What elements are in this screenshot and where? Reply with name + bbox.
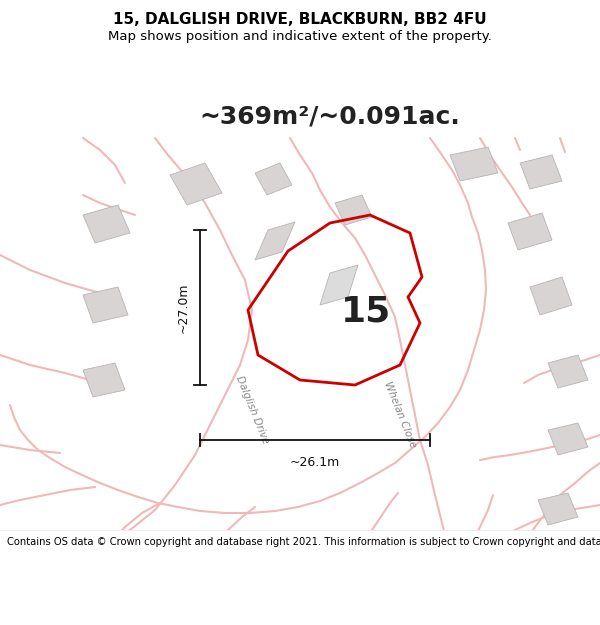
Polygon shape [548,423,588,455]
Polygon shape [83,363,125,397]
Polygon shape [450,147,498,181]
Polygon shape [530,277,572,315]
Polygon shape [328,537,368,568]
Text: Map shows position and indicative extent of the property.: Map shows position and indicative extent… [108,30,492,43]
Polygon shape [83,287,128,323]
Polygon shape [568,540,596,565]
Text: Contains OS data © Crown copyright and database right 2021. This information is : Contains OS data © Crown copyright and d… [7,537,600,547]
Text: Dalglish Drive: Dalglish Drive [234,374,270,446]
Polygon shape [255,222,295,260]
Polygon shape [520,155,562,189]
Polygon shape [170,163,222,205]
Polygon shape [335,195,372,225]
Polygon shape [83,205,130,243]
Polygon shape [178,540,218,570]
Polygon shape [548,355,588,388]
Text: Whelan Close: Whelan Close [382,381,418,449]
Text: 15: 15 [341,294,391,328]
Text: ~369m²/~0.091ac.: ~369m²/~0.091ac. [200,105,460,129]
Polygon shape [320,265,358,305]
Text: ~27.0m: ~27.0m [177,282,190,332]
Text: ~26.1m: ~26.1m [290,456,340,469]
Polygon shape [508,213,552,250]
Text: 15, DALGLISH DRIVE, BLACKBURN, BB2 4FU: 15, DALGLISH DRIVE, BLACKBURN, BB2 4FU [113,12,487,27]
Polygon shape [255,163,292,195]
Polygon shape [538,493,578,525]
